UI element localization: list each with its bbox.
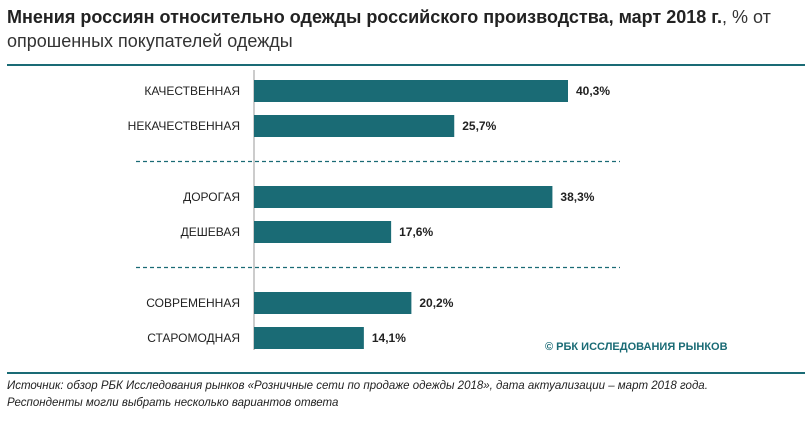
source-note-line-2: Респонденты могли выбрать несколько вари…	[7, 397, 339, 409]
value-label-3: 38,3%	[560, 190, 594, 204]
bar-chart: КАЧЕСТВЕННАЯ 40,3% НЕКАЧЕСТВЕННАЯ 25,7% ДОРО…	[128, 70, 620, 350]
source-note: Источник: обзор РБК Исследования рынков …	[7, 378, 708, 412]
value-label-6: 14,1%	[372, 331, 406, 345]
bar-6	[254, 327, 364, 349]
bar-3	[254, 186, 553, 208]
bar-5	[254, 292, 412, 314]
value-label-4: 17,6%	[399, 225, 433, 239]
value-label-1: 40,3%	[576, 84, 610, 98]
bar-1	[254, 80, 568, 102]
category-label-4: ДЕШЕВАЯ	[181, 225, 240, 239]
chart-title-bold: Мнения россиян относительно одежды росси…	[7, 7, 722, 27]
category-label-2: НЕКАЧЕСТВЕННАЯ	[128, 119, 240, 133]
value-label-5: 20,2%	[419, 296, 453, 310]
value-label-2: 25,7%	[462, 119, 496, 133]
category-label-5: СОВРЕМЕННАЯ	[146, 296, 240, 310]
chart-title-rest: , % от опрошенных покупателей одежды	[7, 7, 771, 51]
bar-4	[254, 221, 392, 243]
category-label-3: ДОРОГАЯ	[183, 190, 240, 204]
bottom-rule	[7, 372, 805, 374]
source-note-line-1: Источник: обзор РБК Исследования рынков …	[7, 380, 708, 392]
bar-2	[254, 115, 455, 137]
category-label-1: КАЧЕСТВЕННАЯ	[144, 84, 240, 98]
top-rule	[7, 64, 805, 66]
credit-label: © РБК ИССЛЕДОВАНИЯ РЫНКОВ	[545, 341, 728, 353]
chart-title: Мнения россиян относительно одежды росси…	[7, 5, 807, 53]
category-label-6: СТАРОМОДНАЯ	[147, 331, 240, 345]
